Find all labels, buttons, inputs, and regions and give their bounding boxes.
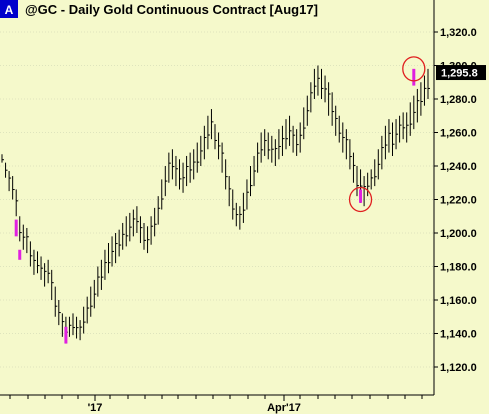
last-price-label: 1,295.8 — [441, 68, 478, 80]
symbol-badge[interactable]: A — [0, 0, 18, 18]
symbol-badge-label: A — [5, 3, 14, 17]
price-tick-label: 1,140.0 — [440, 329, 477, 341]
price-tick-label: 1,200.0 — [440, 228, 477, 240]
price-tick-label: 1,280.0 — [440, 94, 477, 106]
time-tick-label: Apr'17 — [267, 402, 301, 414]
chart-title: @GC - Daily Gold Continuous Contract [Au… — [25, 2, 318, 17]
time-tick-label: '17 — [88, 402, 103, 414]
price-tick-label: 1,160.0 — [440, 295, 477, 307]
grid-layer — [0, 31, 434, 368]
price-tick-label: 1,240.0 — [440, 161, 477, 173]
price-tick-label: 1,320.0 — [440, 27, 477, 39]
annotation-circles — [348, 56, 426, 213]
price-tick-label: 1,180.0 — [440, 262, 477, 274]
price-bars — [1, 65, 430, 344]
price-axis: 1,120.0 1,140.0 1,160.0 1,180.0 1,200.0 1,220… — [434, 27, 477, 374]
price-tick-label: 1,220.0 — [440, 195, 477, 207]
last-price-badge: 1,295.8 — [436, 65, 486, 81]
price-tick-label: 1,120.0 — [440, 362, 477, 374]
price-tick-label: 1,260.0 — [440, 128, 477, 140]
time-axis: '17 Apr'17 — [9, 395, 423, 414]
annotation-circle — [402, 56, 426, 82]
annotation-circle — [348, 186, 373, 213]
